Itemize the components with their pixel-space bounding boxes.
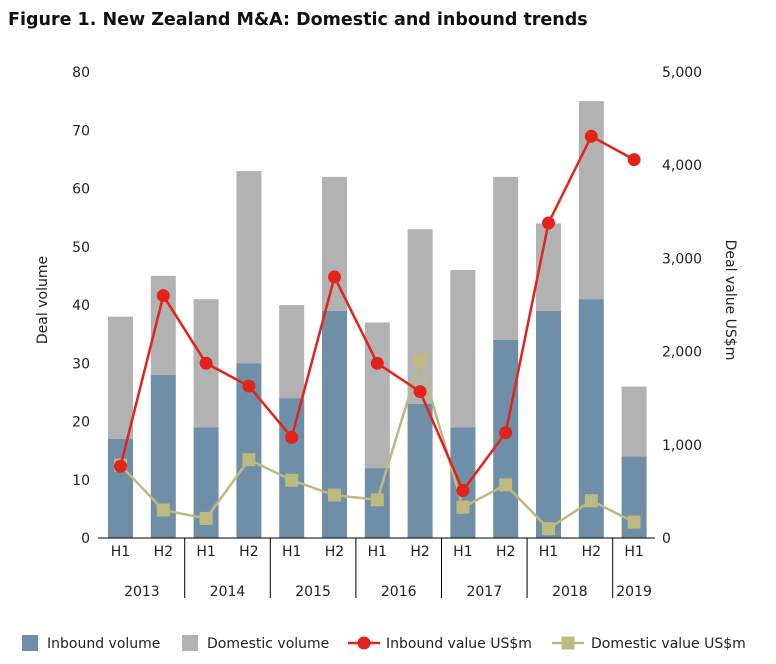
inbound-value-marker: [114, 459, 127, 473]
inbound-value-marker: [242, 379, 256, 393]
bar-inbound-volume: [407, 404, 433, 538]
x-tick-label: H2: [582, 544, 601, 560]
bar-domestic-volume: [108, 316, 133, 439]
inbound-value-marker: [499, 426, 513, 440]
inbound-value-marker: [328, 270, 341, 284]
year-label: 2016: [381, 584, 417, 600]
x-tick-label: H1: [368, 544, 387, 560]
bar-domestic-volume: [621, 386, 647, 457]
x-tick-label: H1: [196, 544, 215, 560]
y2-axis-label: Deal value US$m: [722, 240, 738, 361]
x-tick-label: H2: [239, 544, 258, 560]
domestic-value-marker: [285, 473, 299, 487]
year-label: 2015: [295, 584, 331, 600]
y2-tick-label: 0: [662, 531, 671, 547]
inbound-value-marker: [584, 129, 598, 143]
domestic-value-marker: [199, 511, 213, 525]
x-tick-label: H1: [282, 544, 301, 560]
x-tick-label: H2: [496, 544, 515, 560]
domestic-value-marker: [456, 500, 470, 514]
y2-tick-label: 4,000: [662, 158, 702, 174]
x-tick-label: H2: [154, 544, 173, 560]
y-tick-label: 20: [72, 415, 90, 431]
year-label: 2013: [124, 584, 160, 600]
chart-title: Figure 1. New Zealand M&A: Domestic and …: [8, 10, 588, 30]
domestic-value-marker: [499, 478, 513, 492]
legend-label: Domestic value US$m: [591, 636, 746, 652]
bar-domestic-volume: [407, 229, 433, 405]
legend-marker-domestic-value: [561, 636, 575, 650]
domestic-value-marker: [328, 488, 341, 502]
bar-domestic-volume: [279, 305, 305, 399]
legend-marker-inbound-value: [357, 636, 371, 650]
y2-tick-label: 2,000: [662, 345, 702, 361]
y-tick-label: 60: [72, 182, 90, 198]
y2-tick-label: 1,000: [662, 438, 702, 454]
legend-label: Inbound volume: [47, 636, 160, 652]
y-tick-label: 30: [72, 356, 90, 372]
year-label: 2017: [466, 584, 502, 600]
domestic-value-marker: [370, 493, 384, 507]
inbound-value-marker: [456, 483, 470, 497]
y-tick-label: 70: [72, 123, 90, 139]
legend-label: Domestic volume: [207, 636, 329, 652]
year-label: 2014: [210, 584, 246, 600]
y-tick-label: 0: [81, 531, 90, 547]
domestic-value-marker: [542, 522, 555, 536]
legend-label: Inbound value US$m: [386, 636, 532, 652]
bar-inbound-volume: [279, 398, 305, 538]
year-label: 2019: [616, 584, 652, 600]
domestic-value-marker: [584, 494, 598, 508]
bar-inbound-volume: [108, 438, 133, 538]
bar-domestic-volume: [322, 176, 347, 311]
bar-inbound-volume: [450, 427, 476, 538]
bar-domestic-volume: [493, 176, 519, 340]
y2-tick-label: 5,000: [662, 65, 702, 81]
y-tick-label: 40: [72, 298, 90, 314]
domestic-value-marker: [156, 503, 170, 517]
inbound-value-marker: [285, 430, 299, 444]
inbound-value-marker: [370, 356, 384, 370]
inbound-value-marker: [156, 289, 170, 303]
domestic-value-marker: [627, 515, 641, 529]
year-label: 2018: [552, 584, 588, 600]
y-axis-label: Deal volume: [35, 256, 51, 344]
domestic-value-marker: [242, 453, 256, 467]
y-tick-label: 80: [72, 65, 90, 81]
x-tick-label: H2: [410, 544, 429, 560]
inbound-value-marker: [542, 216, 555, 230]
bar-inbound-volume: [322, 310, 347, 538]
bar-domestic-volume: [450, 270, 476, 428]
x-tick-label: H1: [453, 544, 472, 560]
domestic-value-marker: [413, 353, 427, 367]
legend-swatch-inbound-volume: [22, 635, 38, 651]
y2-tick-label: 3,000: [662, 251, 702, 267]
inbound-value-marker: [199, 356, 213, 370]
bar-domestic-volume: [236, 171, 262, 364]
x-tick-label: H1: [111, 544, 130, 560]
y-tick-label: 10: [72, 473, 90, 489]
legend-swatch-domestic-volume: [182, 635, 198, 651]
y-tick-label: 50: [72, 240, 90, 256]
inbound-value-marker: [627, 153, 641, 167]
x-tick-label: H1: [624, 544, 643, 560]
bar-inbound-volume: [536, 310, 561, 538]
x-tick-label: H1: [539, 544, 558, 560]
x-tick-label: H2: [325, 544, 344, 560]
inbound-value-marker: [413, 385, 427, 399]
